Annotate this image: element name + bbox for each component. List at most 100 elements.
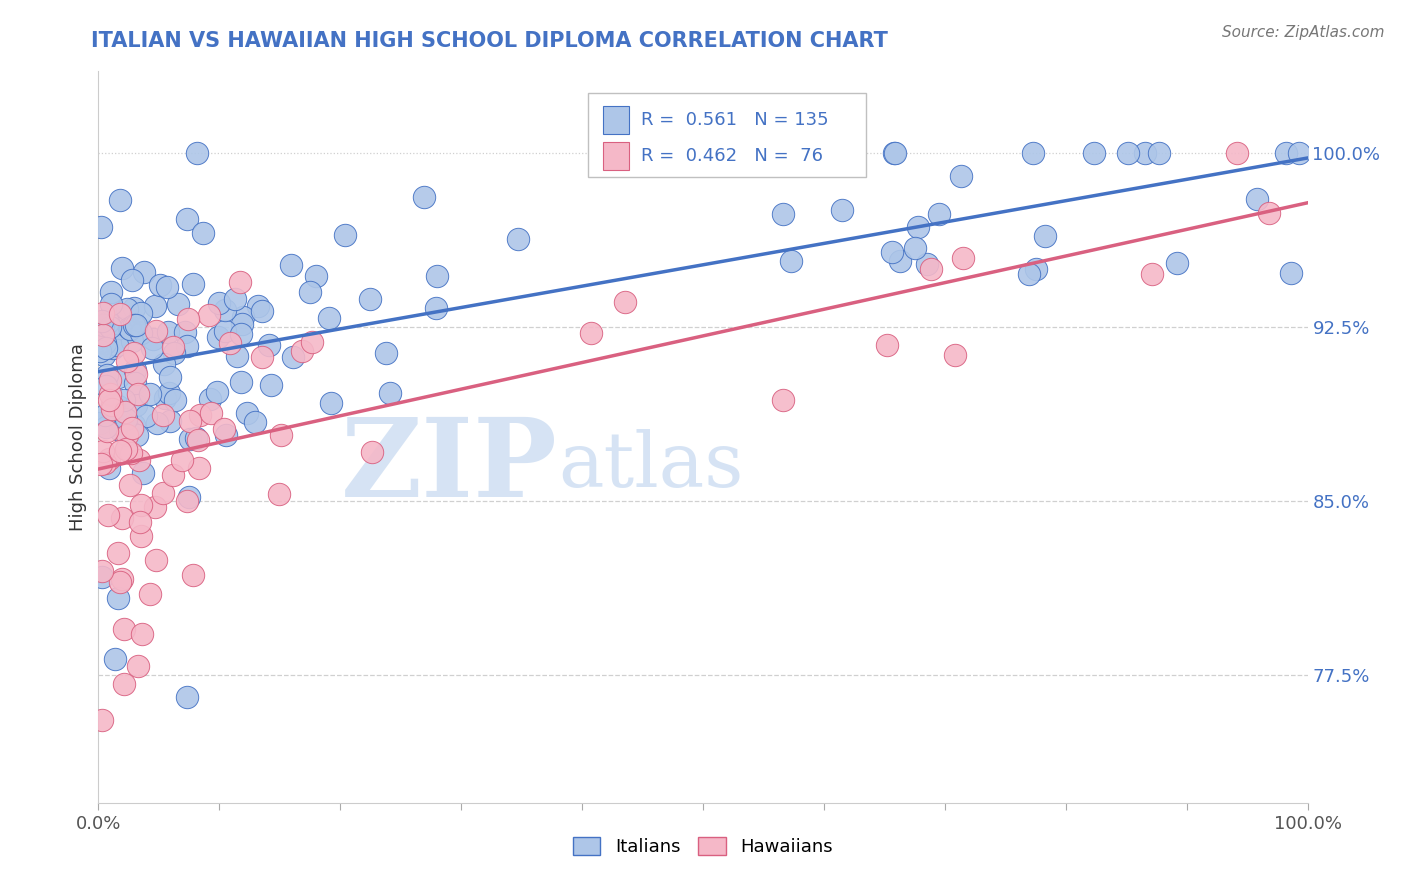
Point — [96, 341, 118, 355]
Point — [104, 652, 127, 666]
Point — [115, 428, 138, 442]
Point — [145, 324, 167, 338]
Point — [122, 345, 145, 359]
Point — [89, 344, 111, 359]
Bar — [603, 106, 630, 134]
Point — [120, 446, 142, 460]
Point — [127, 428, 149, 442]
Text: atlas: atlas — [558, 429, 744, 503]
Text: ITALIAN VS HAWAIIAN HIGH SCHOOL DIPLOMA CORRELATION CHART: ITALIAN VS HAWAIIAN HIGH SCHOOL DIPLOMA … — [91, 31, 889, 51]
Point — [915, 257, 938, 271]
Point — [1018, 267, 1040, 281]
Point — [121, 273, 143, 287]
Point — [115, 412, 138, 426]
FancyBboxPatch shape — [588, 94, 866, 178]
Y-axis label: High School Diploma: High School Diploma — [69, 343, 87, 531]
Point — [129, 306, 152, 320]
Point — [94, 379, 117, 393]
Point — [107, 370, 129, 384]
Point — [319, 396, 342, 410]
Point — [225, 349, 247, 363]
Point — [89, 416, 111, 430]
Point — [108, 423, 131, 437]
Point — [1279, 266, 1302, 280]
Point — [952, 252, 974, 266]
Point — [181, 567, 204, 582]
Point — [105, 338, 128, 352]
Point — [876, 338, 898, 352]
Point — [280, 259, 302, 273]
Point — [1258, 206, 1281, 220]
Point — [1022, 145, 1045, 160]
Point — [1033, 228, 1056, 243]
Text: ZIP: ZIP — [342, 413, 558, 520]
Point — [1118, 145, 1140, 160]
Point — [187, 433, 209, 447]
Point — [174, 325, 197, 339]
Point — [131, 326, 153, 341]
Point — [107, 399, 129, 413]
Point — [138, 587, 160, 601]
Point — [100, 285, 122, 300]
Point — [270, 428, 292, 442]
Point — [91, 318, 114, 332]
Point — [97, 392, 120, 407]
Point — [152, 409, 174, 423]
Point — [112, 677, 135, 691]
Point — [267, 486, 290, 500]
Point — [1140, 267, 1163, 281]
Point — [188, 461, 211, 475]
Point — [281, 350, 304, 364]
Point — [141, 341, 163, 355]
Point — [90, 569, 112, 583]
Point — [127, 386, 149, 401]
Point — [170, 452, 193, 467]
Point — [214, 324, 236, 338]
Point — [943, 348, 966, 362]
Point — [156, 279, 179, 293]
Point — [118, 321, 141, 335]
Point — [1025, 262, 1047, 277]
Point — [186, 431, 208, 445]
Point — [149, 278, 172, 293]
Point — [1226, 145, 1249, 160]
Point — [124, 362, 146, 376]
Point — [159, 370, 181, 384]
Point — [207, 330, 229, 344]
Point — [91, 444, 114, 458]
Point — [506, 232, 529, 246]
Point — [579, 326, 602, 341]
Point — [882, 245, 904, 260]
Point — [928, 207, 950, 221]
Point — [179, 432, 201, 446]
Point — [110, 444, 132, 458]
Point — [98, 374, 121, 388]
Point — [375, 346, 398, 360]
Point — [159, 386, 181, 401]
Point — [212, 422, 235, 436]
Point — [90, 219, 112, 234]
Point — [129, 529, 152, 543]
Point — [111, 511, 134, 525]
Point — [96, 424, 118, 438]
Point — [772, 392, 794, 407]
Point — [101, 342, 124, 356]
Point — [93, 328, 115, 343]
Point — [101, 401, 124, 416]
Point — [122, 417, 145, 432]
Point — [108, 307, 131, 321]
Point — [193, 227, 215, 241]
Point — [101, 402, 124, 417]
Point — [94, 408, 117, 422]
Point — [298, 285, 321, 299]
Point — [247, 300, 270, 314]
Point — [122, 301, 145, 316]
Point — [114, 442, 136, 456]
Point — [100, 386, 122, 401]
Point — [131, 627, 153, 641]
Point — [883, 145, 905, 160]
Point — [91, 334, 114, 348]
Point — [1133, 145, 1156, 160]
Point — [176, 338, 198, 352]
Point — [162, 467, 184, 482]
